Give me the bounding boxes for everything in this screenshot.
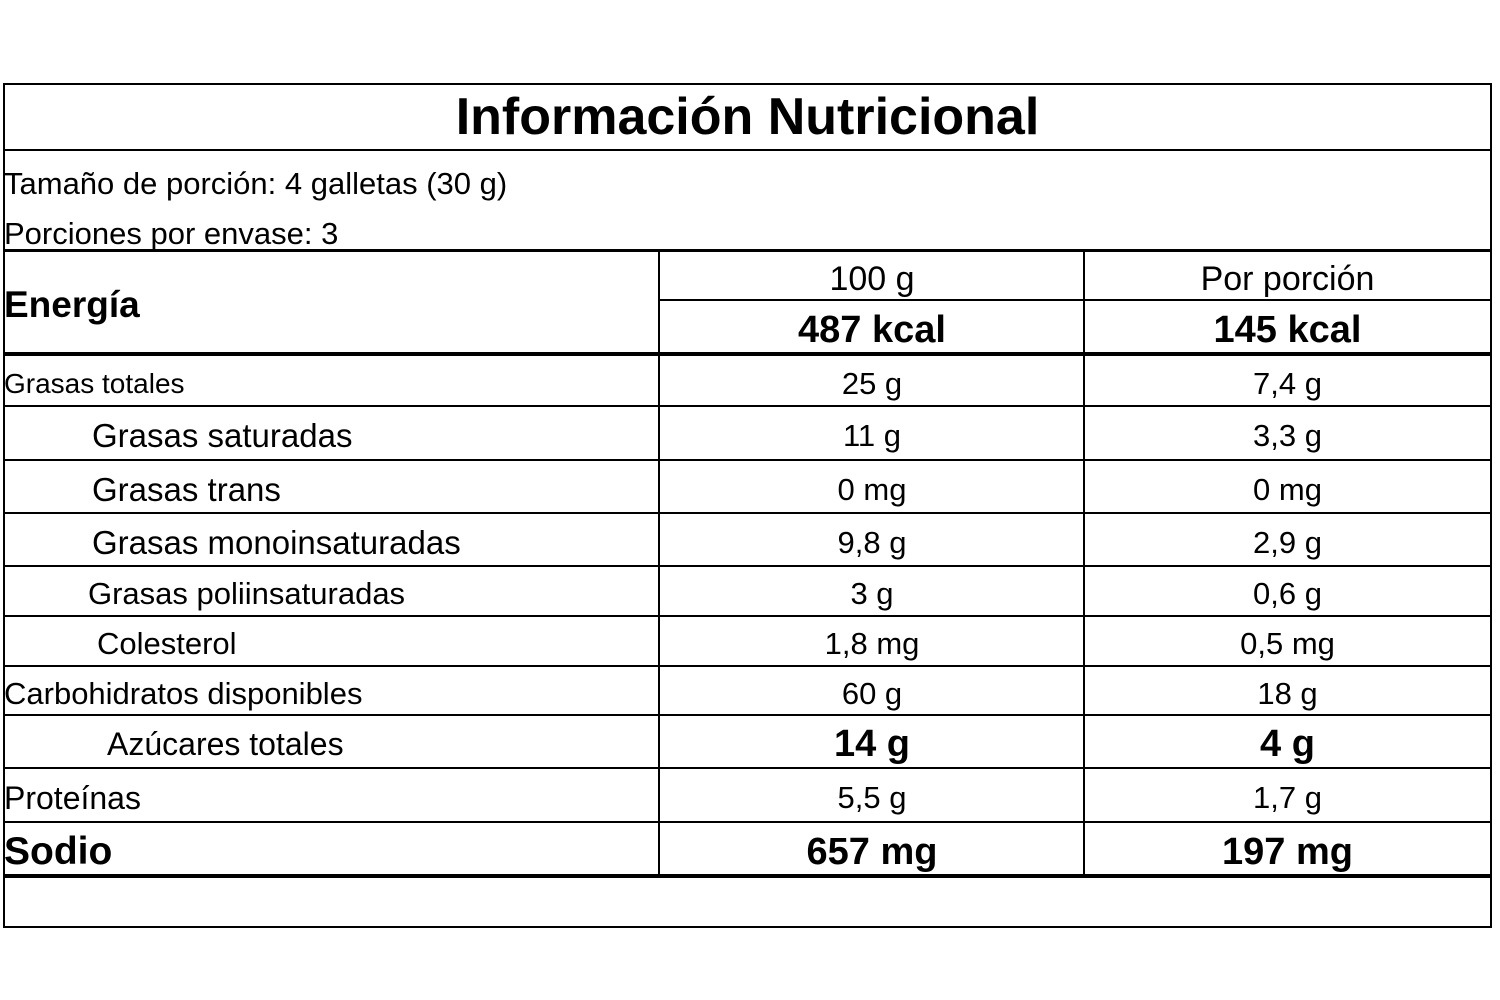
border	[3, 83, 5, 928]
rule	[659, 299, 1492, 301]
rule	[3, 352, 1492, 356]
rule	[3, 767, 1492, 769]
rule	[3, 821, 1492, 823]
value: 3 g	[850, 576, 894, 611]
row-label: Grasas monoinsaturadas	[92, 523, 461, 561]
border	[3, 926, 1492, 928]
value: 0,6 g	[1253, 576, 1322, 611]
column-rule	[658, 250, 660, 876]
value: 4 g	[1260, 723, 1315, 765]
row-label: Grasas trans	[92, 470, 281, 508]
value: 0 mg	[1253, 471, 1322, 507]
value: 1,7 g	[1253, 780, 1322, 815]
column-header: 100 g	[829, 259, 915, 298]
value: 25 g	[841, 366, 903, 401]
border	[3, 83, 1492, 85]
value: 3,3 g	[1253, 418, 1322, 453]
value: 5,5 g	[837, 780, 907, 815]
energy-value: 145 kcal	[1213, 308, 1362, 351]
rule	[3, 874, 1492, 878]
rule	[3, 512, 1492, 514]
value: 7,4 g	[1253, 366, 1322, 401]
value: 18 g	[1257, 675, 1318, 711]
rule	[3, 565, 1492, 567]
rule	[3, 405, 1492, 407]
row-label: Colesterol	[97, 626, 237, 661]
value: 657 mg	[806, 830, 938, 873]
row-label: Grasas totales	[4, 368, 185, 399]
row-label: Azúcares totales	[107, 726, 344, 762]
row-label: Carbohidratos disponibles	[4, 675, 363, 711]
value: 1,8 mg	[824, 626, 920, 661]
row-label: Grasas saturadas	[92, 417, 353, 454]
energy-label: Energía	[4, 284, 140, 325]
value: 14 g	[833, 723, 911, 765]
energy-value: 487 kcal	[798, 308, 946, 351]
value: 0 mg	[837, 471, 907, 507]
row-label: Grasas poliinsaturadas	[88, 576, 406, 611]
rule	[3, 714, 1492, 716]
servings: Porciones por envase: 3	[4, 216, 339, 251]
value: 2,9 g	[1253, 524, 1322, 560]
rule	[3, 615, 1492, 617]
value: 197 mg	[1222, 830, 1353, 873]
rule	[3, 249, 1492, 252]
value: 9,8 g	[837, 524, 907, 560]
value: 0,5 mg	[1240, 626, 1335, 661]
column-rule	[1083, 250, 1085, 876]
column-header: Por porción	[1200, 259, 1375, 298]
row-label: Sodio	[4, 830, 113, 873]
value: 11 g	[842, 418, 902, 453]
serving-size: Tamaño de porción: 4 galletas (30 g)	[4, 166, 508, 201]
value: 60 g	[841, 675, 903, 711]
rule	[3, 459, 1492, 461]
rule	[3, 149, 1492, 151]
rule	[3, 665, 1492, 667]
border	[1490, 83, 1492, 928]
row-label: Proteínas	[4, 779, 141, 816]
title: Información Nutricional	[455, 88, 1040, 146]
